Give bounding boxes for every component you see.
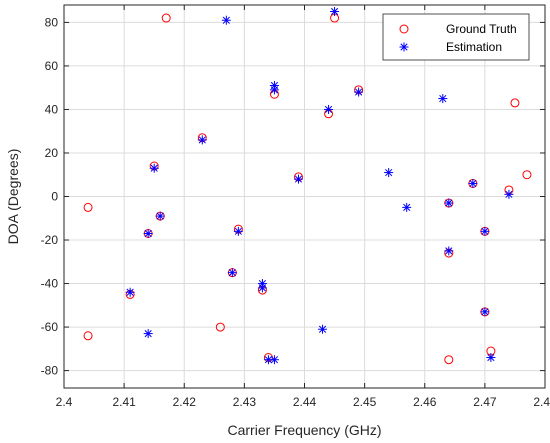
data-point-estimation xyxy=(143,329,153,339)
data-point-estimation xyxy=(125,287,135,297)
y-tick-labels: -80 -60 -40 -20 0 20 40 60 80 xyxy=(41,15,59,377)
x-axis-label: Carrier Frequency (GHz) xyxy=(227,422,381,438)
y-tick-label: -80 xyxy=(41,364,59,378)
legend-box xyxy=(382,13,530,61)
legend-asterisk xyxy=(399,42,409,52)
data-point-estimation xyxy=(444,198,454,208)
data-point-estimation xyxy=(468,178,478,188)
x-tick-label: 2.47 xyxy=(473,395,497,409)
legend-label-ground-truth: Ground Truth xyxy=(446,22,517,36)
data-point-estimation xyxy=(197,135,207,145)
data-point-ground-truth xyxy=(83,202,93,212)
y-tick-label: 40 xyxy=(45,102,59,116)
data-point-estimation xyxy=(438,94,448,104)
data-point-estimation xyxy=(227,268,237,278)
data-point-estimation xyxy=(269,355,279,365)
y-tick-label: 80 xyxy=(45,15,59,29)
y-tick-label: 60 xyxy=(45,59,59,73)
x-tick-label: 2.48 xyxy=(533,395,550,409)
x-tick-label: 2.46 xyxy=(413,395,437,409)
axis-ticks xyxy=(63,5,546,388)
legend-marker-ground-truth xyxy=(399,24,409,34)
x-tick-labels: 2.4 2.41 2.42 2.43 2.44 2.45 2.46 2.47 2.48 xyxy=(56,395,550,409)
data-point-estimation xyxy=(330,7,340,17)
data-point-ground-truth xyxy=(161,13,171,23)
data-point-estimation xyxy=(480,307,490,317)
data-point-ground-truth xyxy=(83,331,93,341)
data-point-estimation xyxy=(221,15,231,25)
data-point-estimation xyxy=(143,228,153,238)
legend-label-estimation: Estimation xyxy=(446,40,502,54)
x-tick-label: 2.4 xyxy=(56,395,73,409)
data-point-ground-truth xyxy=(215,322,225,332)
data-point-estimation xyxy=(149,163,159,173)
x-tick-label: 2.43 xyxy=(233,395,257,409)
y-axis-label: DOA (Degrees) xyxy=(5,149,21,245)
y-tick-label: -40 xyxy=(41,277,59,291)
y-tick-label: -60 xyxy=(41,320,59,334)
data-point-estimation xyxy=(384,168,394,178)
data-point-estimation xyxy=(318,324,328,334)
data-point-estimation xyxy=(402,202,412,212)
x-tick-label: 2.42 xyxy=(173,395,197,409)
y-tick-label: 0 xyxy=(51,190,58,204)
data-point-ground-truth xyxy=(444,355,454,365)
legend-marker-estimation xyxy=(399,42,409,52)
data-point-estimation xyxy=(233,226,243,236)
data-point-estimation xyxy=(444,246,454,256)
data-point-estimation xyxy=(480,226,490,236)
data-point-estimation xyxy=(324,104,334,114)
y-tick-label: 20 xyxy=(45,146,59,160)
x-tick-label: 2.41 xyxy=(112,395,136,409)
data-point-estimation xyxy=(504,189,514,199)
data-point-estimation xyxy=(257,283,267,293)
data-point-ground-truth xyxy=(510,98,520,108)
series-estimation xyxy=(125,7,514,365)
y-tick-label: -20 xyxy=(41,233,59,247)
data-point-estimation xyxy=(293,174,303,184)
data-point-estimation xyxy=(155,211,165,221)
data-point-estimation xyxy=(486,353,496,363)
x-tick-label: 2.45 xyxy=(353,395,377,409)
data-point-ground-truth xyxy=(522,170,532,180)
legend: Ground Truth Estimation xyxy=(382,13,530,61)
data-point-estimation xyxy=(269,81,279,91)
data-point-estimation xyxy=(354,87,364,97)
x-tick-label: 2.44 xyxy=(293,395,317,409)
